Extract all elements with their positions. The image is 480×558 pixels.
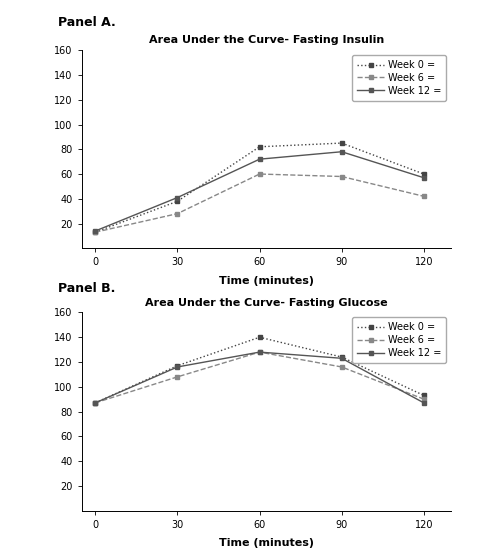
Week 6 = <box>257 349 263 355</box>
Week 6 = <box>257 171 263 177</box>
Week 12 = <box>257 349 263 355</box>
Week 12 = <box>175 194 180 201</box>
Week 12 = <box>339 355 345 362</box>
Week 6 = <box>339 173 345 180</box>
Line: Week 0 =: Week 0 = <box>93 335 426 405</box>
Week 0 = <box>175 198 180 205</box>
Week 0 = <box>175 362 180 369</box>
Week 12 = <box>421 400 427 406</box>
Week 12 = <box>93 228 98 234</box>
Week 6 = <box>175 373 180 380</box>
Text: Panel A.: Panel A. <box>58 16 115 28</box>
Week 0 = <box>421 171 427 177</box>
Week 12 = <box>421 175 427 181</box>
Line: Week 6 =: Week 6 = <box>93 172 426 234</box>
Week 12 = <box>175 364 180 371</box>
Week 6 = <box>93 229 98 235</box>
Week 12 = <box>257 156 263 162</box>
Week 0 = <box>339 354 345 360</box>
Week 0 = <box>421 392 427 399</box>
Week 6 = <box>421 396 427 402</box>
Week 0 = <box>339 140 345 146</box>
X-axis label: Time (minutes): Time (minutes) <box>219 276 314 286</box>
Text: Panel B.: Panel B. <box>58 282 115 295</box>
Legend: Week 0 =, Week 6 =, Week 12 =: Week 0 =, Week 6 =, Week 12 = <box>352 318 446 363</box>
Line: Week 12 =: Week 12 = <box>93 150 426 233</box>
Line: Week 0 =: Week 0 = <box>93 141 426 234</box>
Line: Week 12 =: Week 12 = <box>93 350 426 405</box>
Week 12 = <box>339 148 345 155</box>
Title: Area Under the Curve- Fasting Glucose: Area Under the Curve- Fasting Glucose <box>145 297 388 307</box>
Week 0 = <box>257 143 263 150</box>
Week 6 = <box>421 193 427 200</box>
Legend: Week 0 =, Week 6 =, Week 12 =: Week 0 =, Week 6 =, Week 12 = <box>352 55 446 100</box>
Week 0 = <box>257 334 263 340</box>
Week 6 = <box>339 364 345 371</box>
X-axis label: Time (minutes): Time (minutes) <box>219 538 314 548</box>
Line: Week 6 =: Week 6 = <box>93 350 426 405</box>
Week 6 = <box>93 400 98 406</box>
Week 0 = <box>93 229 98 235</box>
Week 6 = <box>175 210 180 217</box>
Title: Area Under the Curve- Fasting Insulin: Area Under the Curve- Fasting Insulin <box>149 35 384 45</box>
Week 12 = <box>93 400 98 406</box>
Week 0 = <box>93 400 98 406</box>
